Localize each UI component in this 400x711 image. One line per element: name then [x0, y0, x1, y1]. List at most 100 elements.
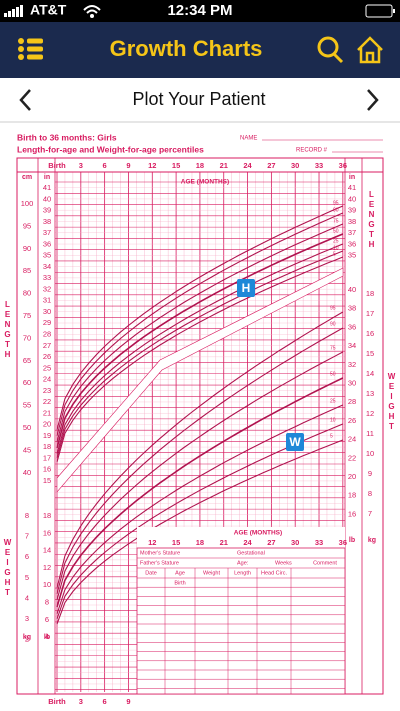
age-tick-label: 30: [291, 161, 299, 170]
percentile-label: 25: [330, 398, 336, 404]
home-button[interactable]: [357, 36, 383, 64]
forward-button[interactable]: [367, 89, 379, 111]
weight-label: WEIGHT: [387, 372, 396, 432]
kg-label: 12: [366, 409, 374, 418]
back-button[interactable]: [19, 89, 31, 111]
kg-label: 3: [25, 614, 29, 623]
length-curve: [56, 250, 344, 459]
lb-label: 36: [348, 322, 356, 331]
age-tick-label: 21: [220, 161, 228, 170]
length-curve: [56, 233, 344, 449]
percentile-label: 75: [333, 218, 339, 224]
age-tick-label: 6: [103, 161, 107, 170]
percentile-label: 5: [333, 251, 336, 257]
age-tick-label: 24: [243, 161, 252, 170]
search-button[interactable]: [317, 36, 344, 64]
lb-label: 32: [348, 360, 356, 369]
kg-label: 7: [25, 532, 29, 541]
length-label: LENGTH: [367, 190, 376, 250]
in-label: 26: [43, 352, 51, 361]
age-tick-label: 6: [103, 697, 107, 706]
age-tick-label: 30: [291, 538, 299, 547]
age-tick-label: 15: [172, 538, 180, 547]
cm-label: 80: [23, 289, 31, 298]
table-text: Birth: [174, 580, 185, 586]
name-label: NAME: [240, 136, 257, 142]
lower-axis-bg: [137, 527, 345, 548]
age-tick-label: 27: [267, 161, 275, 170]
in-label: 30: [43, 307, 51, 316]
unit-label: lb: [44, 634, 50, 641]
table-text: Length: [234, 570, 251, 576]
lb-label: 30: [348, 378, 356, 387]
lb-label: 14: [43, 546, 51, 555]
percentile-label: 95: [330, 305, 336, 311]
table-text: Age: [175, 570, 185, 576]
signal: [4, 5, 23, 17]
in-label: 39: [348, 206, 356, 215]
length-curve: [56, 243, 344, 455]
status-bar: [0, 0, 400, 22]
in-label: 29: [43, 318, 51, 327]
unit-label: lb: [349, 537, 355, 544]
in-label: 39: [43, 206, 51, 215]
time: 12:34 PM: [167, 2, 232, 19]
kg-label: 15: [366, 349, 374, 358]
lb-label: 38: [348, 304, 356, 313]
chart-heading: Length-for-age and Weight-for-age percen…: [17, 144, 204, 154]
kg-label: 7: [368, 509, 372, 518]
menu-button[interactable]: [18, 38, 43, 60]
kg-label: 8: [368, 489, 372, 498]
lb-label: 18: [43, 511, 51, 520]
in-label: 36: [43, 239, 51, 248]
lb-label: 10: [43, 580, 51, 589]
age-tick-label: 33: [315, 538, 323, 547]
weight-curve: [56, 311, 344, 589]
age-tick-label: 15: [172, 161, 180, 170]
in-label: 25: [43, 363, 51, 372]
in-label: 38: [43, 217, 51, 226]
percentile-label: 90: [333, 207, 339, 213]
in-label: 41: [348, 183, 356, 192]
percentile-label: 10: [330, 417, 336, 423]
in-label: 38: [348, 217, 356, 226]
cm-label: 75: [23, 311, 31, 320]
age-tick-label: 18: [196, 538, 204, 547]
cm-label: 70: [23, 333, 31, 342]
kg-label: 5: [25, 573, 29, 582]
percentile-label: 90: [330, 321, 336, 327]
in-label: 31: [43, 296, 51, 305]
cm-label: 40: [23, 468, 31, 477]
kg-label: 11: [366, 429, 374, 438]
marker-label: W: [289, 435, 301, 449]
table-text: Weight: [203, 570, 220, 576]
battery-tip: [393, 9, 395, 13]
marker-button[interactable]: [286, 433, 304, 451]
in-label: 18: [43, 442, 51, 451]
chart-heading: Birth to 36 months: Girls: [17, 132, 117, 142]
wifi-dot: [90, 14, 94, 18]
subnav-title: Plot Your Patient: [132, 89, 265, 109]
percentile-label: 75: [330, 345, 336, 351]
kg-label: 16: [366, 329, 374, 338]
age-tick-label: 9: [126, 697, 130, 706]
percentile-label: 5: [330, 433, 333, 439]
age-tick-label: 12: [148, 538, 156, 547]
in-label: 22: [43, 397, 51, 406]
lb-label: 8: [45, 597, 49, 606]
age-tick-label: 9: [126, 161, 130, 170]
lb-label: 12: [43, 563, 51, 572]
age-tick-label: 36: [339, 161, 347, 170]
marker-button[interactable]: [237, 279, 255, 297]
in-label: 32: [43, 284, 51, 293]
table-text: Gestational: [237, 550, 265, 556]
kg-label: 8: [25, 511, 29, 520]
weight-curve: [56, 439, 344, 625]
percentile-label: 10: [333, 245, 339, 251]
in-label: 15: [43, 476, 51, 485]
in-label: 16: [43, 465, 51, 474]
carrier: AT&T: [30, 2, 67, 18]
age-tick-label: Birth: [48, 161, 66, 170]
kg-label: 6: [25, 552, 29, 561]
